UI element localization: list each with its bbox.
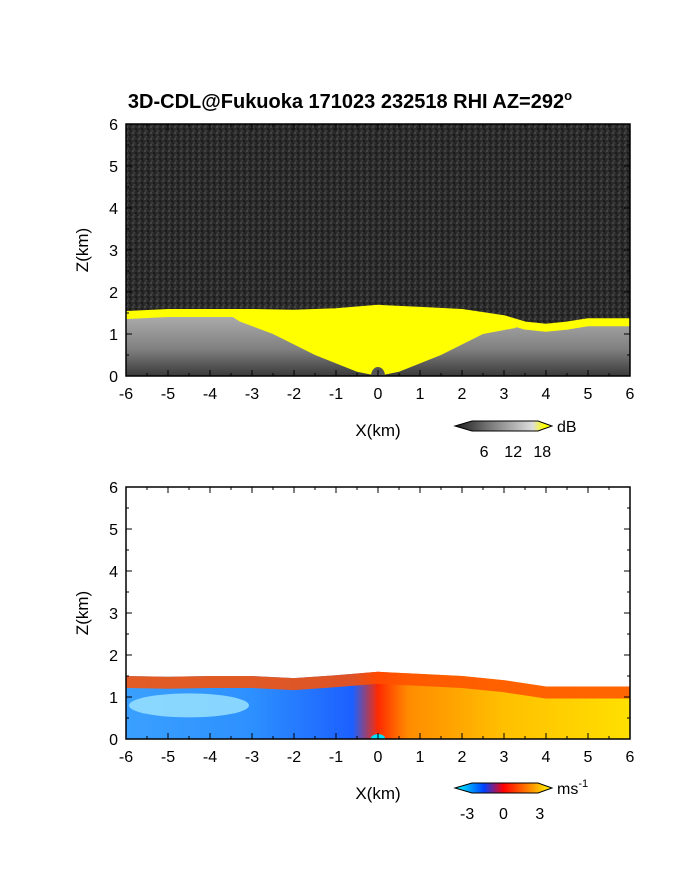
velocity-y-axis-label: Z(km) — [73, 591, 92, 635]
velocity-shear-rim — [126, 671, 630, 699]
snr-colorbar-tick-label: 12 — [504, 444, 522, 461]
velocity-x-tick-label: 0 — [374, 749, 383, 766]
snr-panel: -6 -5 -4 -3 -2 -1 0 1 2 3 4 5 6 0 1 2 3 4 5 6 X(km) Z(km) — [73, 117, 635, 440]
velocity-colorbar-tick-label: 0 — [499, 806, 508, 823]
snr-x-tick-label: 0 — [374, 386, 383, 403]
snr-x-tick-label: 5 — [584, 386, 593, 403]
snr-x-tick-label: -5 — [161, 386, 175, 403]
snr-y-tick-label: 1 — [109, 327, 118, 344]
velocity-x-tick-label: 1 — [416, 749, 425, 766]
figure-title: 3D-CDL@Fukuoka 171023 232518 RHI AZ=292o — [128, 88, 572, 113]
velocity-colorbar-tick-label: 3 — [535, 806, 544, 823]
snr-y-tick-label: 0 — [109, 369, 118, 386]
snr-y-tick-label: 5 — [109, 159, 118, 176]
velocity-x-tick-label: -3 — [245, 749, 259, 766]
snr-x-axis-label: X(km) — [355, 421, 400, 440]
snr-colorbar-unit: dB — [557, 419, 577, 436]
snr-high-core — [226, 308, 517, 376]
snr-colorbar-tick-label: 6 — [480, 444, 489, 461]
velocity-x-tick-label: 5 — [584, 749, 593, 766]
velocity-x-tick-label: -1 — [329, 749, 343, 766]
velocity-x-tick-label: -6 — [119, 749, 133, 766]
velocity-y-tick-label: 3 — [109, 606, 118, 623]
snr-y-tick-label: 3 — [109, 243, 118, 260]
snr-colorbar: dB 6 12 18 — [453, 419, 577, 461]
snr-x-tick-label: -3 — [245, 386, 259, 403]
velocity-x-tick-label: -5 — [161, 749, 175, 766]
velocity-low-patch — [129, 693, 249, 718]
velocity-x-tick-label: 4 — [542, 749, 551, 766]
velocity-colorbar-tick-label: -3 — [460, 806, 474, 823]
velocity-colorbar: ms-1 -3 0 3 — [453, 778, 588, 823]
snr-y-tick-label: 6 — [109, 117, 118, 134]
velocity-y-tick-label: 2 — [109, 648, 118, 665]
snr-x-tick-label: 6 — [626, 386, 635, 403]
velocity-x-tick-label: 3 — [500, 749, 509, 766]
snr-colorbar-tick-label: 18 — [533, 444, 551, 461]
velocity-x-tick-label: -2 — [287, 749, 301, 766]
snr-x-tick-label: 1 — [416, 386, 425, 403]
snr-x-tick-label: 2 — [458, 386, 467, 403]
snr-y-tick-label: 2 — [109, 285, 118, 302]
velocity-y-tick-label: 5 — [109, 522, 118, 539]
velocity-y-tick-label: 1 — [109, 690, 118, 707]
snr-x-tick-label: 4 — [542, 386, 551, 403]
snr-x-tick-label: -1 — [329, 386, 343, 403]
snr-y-axis-label: Z(km) — [73, 228, 92, 272]
velocity-panel: -6 -5 -4 -3 -2 -1 0 1 2 3 4 5 6 0 1 2 3 4 5 6 X(km) Z(km) — [73, 480, 635, 803]
snr-x-tick-label: -4 — [203, 386, 217, 403]
velocity-x-tick-label: -4 — [203, 749, 217, 766]
snr-colorbar-bar — [453, 420, 554, 432]
velocity-y-tick-label: 0 — [109, 732, 118, 749]
snr-x-tick-label: -2 — [287, 386, 301, 403]
snr-echo-top-rim — [126, 304, 630, 332]
velocity-y-tick-label: 6 — [109, 480, 118, 497]
snr-y-tick-label: 4 — [109, 201, 118, 218]
velocity-x-tick-label: 2 — [458, 749, 467, 766]
velocity-x-tick-label: 6 — [626, 749, 635, 766]
velocity-y-tick-label: 4 — [109, 564, 118, 581]
snr-x-tick-label: -6 — [119, 386, 133, 403]
velocity-colorbar-unit: ms-1 — [557, 778, 588, 798]
velocity-x-axis-label: X(km) — [355, 784, 400, 803]
snr-x-tick-label: 3 — [500, 386, 509, 403]
velocity-colorbar-bar — [453, 782, 554, 794]
